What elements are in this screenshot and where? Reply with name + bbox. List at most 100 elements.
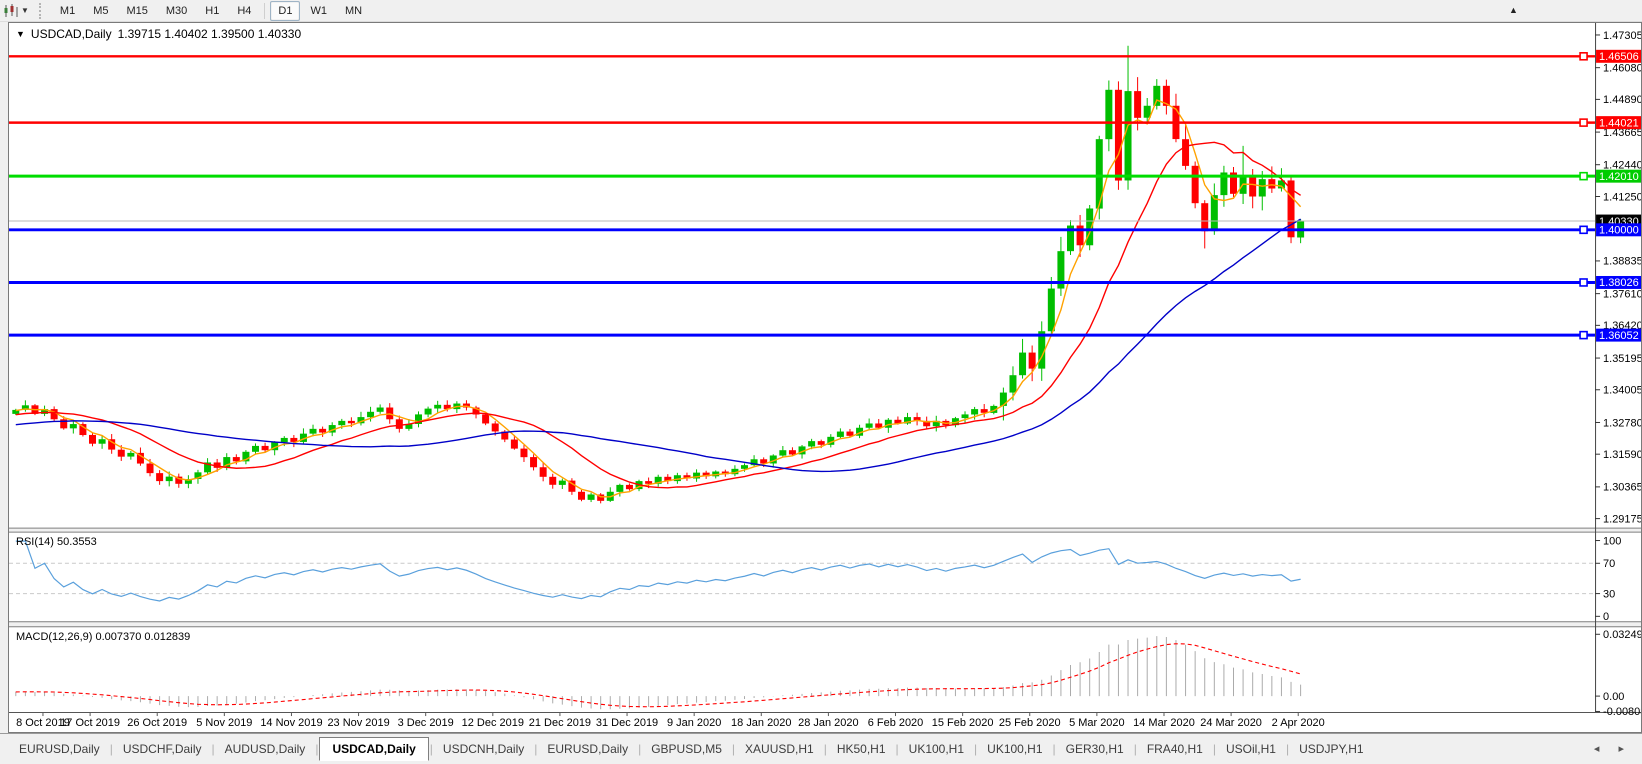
svg-text:1.43665: 1.43665 (1603, 127, 1641, 139)
title-marker-icon[interactable]: ▼ (16, 29, 25, 39)
tab-separator: | (315, 742, 319, 756)
chart-tab-fra40-h1[interactable]: FRA40,H1 (1146, 742, 1203, 756)
timeframe-button-h1[interactable]: H1 (205, 4, 220, 17)
scroll-to-end-icon[interactable]: ▲ (1509, 5, 1518, 15)
chart-tab-usdjpy-h1[interactable]: USDJPY,H1 (1299, 742, 1364, 756)
chart-tab-usdcad-daily[interactable]: USDCAD,Daily (319, 737, 429, 761)
svg-text:1.37610: 1.37610 (1603, 288, 1641, 300)
chart-ohlc-values: 1.39715 1.40402 1.39500 1.40330 (117, 27, 302, 41)
chart-tab-eurusd-daily[interactable]: EURUSD,Daily (547, 742, 629, 756)
candlestick-chart-icon (4, 3, 18, 17)
chart-tab-xauusd-h1[interactable]: XAUUSD,H1 (745, 742, 814, 756)
chart-tab-audusd-daily[interactable]: AUDUSD,Daily (224, 742, 306, 756)
price-badge-1.42010 (1596, 169, 1641, 183)
svg-text:1.32780: 1.32780 (1603, 417, 1641, 429)
timeframe-button-h4[interactable]: H4 (237, 4, 252, 17)
timeframe-button-group: M1 M5 M15 M30 H1 H4 D1 W1 MN (51, 0, 371, 21)
tab-separator: | (823, 742, 827, 756)
svg-text:21 Dec 2019: 21 Dec 2019 (529, 717, 591, 729)
svg-text:5 Nov 2019: 5 Nov 2019 (196, 717, 252, 729)
price-axis[interactable]: 1.47305 1.46080 1.44890 1.43665 1.42440 1.412… (1595, 30, 1642, 718)
hline-anchor-1.46506[interactable] (1579, 52, 1588, 61)
chart-tab-usoil-h1[interactable]: USOil,H1 (1225, 742, 1276, 756)
svg-text:0: 0 (1603, 611, 1609, 623)
ma-4-line (15, 99, 1302, 498)
ma-13-line (15, 141, 1302, 489)
svg-text:1.46080: 1.46080 (1603, 62, 1641, 74)
svg-text:1.36052: 1.36052 (1599, 330, 1639, 342)
svg-text:30: 30 (1603, 588, 1615, 600)
chart-tab-usdchf-daily[interactable]: USDCHF,Daily (122, 742, 202, 756)
rsi-indicator-label: RSI(14) 50.3553 (16, 536, 97, 548)
svg-text:1.46506: 1.46506 (1599, 51, 1639, 63)
timeframe-button-m5[interactable]: M5 (93, 4, 109, 17)
tab-separator: | (1285, 742, 1290, 756)
svg-text:17 Oct 2019: 17 Oct 2019 (60, 717, 120, 729)
svg-text:1.36420: 1.36420 (1603, 320, 1641, 332)
toolbar-drag-handle[interactable] (38, 2, 45, 19)
svg-text:1.29175: 1.29175 (1603, 513, 1641, 525)
toolbar: ▼ M1 M5 M15 M30 H1 H4 D1 W1 MN ▲ (0, 0, 1642, 22)
pane-splitter[interactable] (9, 527, 1641, 533)
chart-tab-uk100-h1[interactable]: UK100,H1 (987, 742, 1043, 756)
timeframe-button-w1[interactable]: W1 (310, 4, 327, 17)
chart-tab-gbpusd-m5[interactable]: GBPUSD,M5 (651, 742, 722, 756)
svg-text:24 Mar 2020: 24 Mar 2020 (1200, 717, 1262, 729)
timeframe-button-d1[interactable]: D1 (270, 0, 301, 21)
svg-text:31 Dec 2019: 31 Dec 2019 (596, 717, 658, 729)
svg-text:1.38835: 1.38835 (1603, 256, 1641, 268)
toolbar-separator (264, 2, 266, 19)
svg-text:1.38026: 1.38026 (1599, 277, 1639, 289)
price-badge-1.46506 (1596, 49, 1641, 63)
tab-separator: | (429, 742, 433, 756)
hline-anchor-1.44021[interactable] (1579, 118, 1588, 127)
timeframe-button-mn[interactable]: MN (344, 4, 363, 17)
chart-tab-bar: EURUSD,Daily | USDCHF,Daily | AUDUSD,Daily | U… (0, 733, 1642, 764)
chart-tabs: EURUSD,Daily | USDCHF,Daily | AUDUSD,Daily | U… (10, 737, 1373, 761)
hline-anchor-1.40000[interactable] (1579, 225, 1588, 235)
svg-text:2 Apr 2020: 2 Apr 2020 (1272, 717, 1325, 729)
svg-text:1.34005: 1.34005 (1603, 385, 1641, 397)
tab-scroll-right-icon[interactable]: ▸ (1618, 743, 1632, 755)
svg-text:1.42010: 1.42010 (1599, 171, 1639, 183)
svg-text:26 Oct 2019: 26 Oct 2019 (127, 717, 187, 729)
price-badge-1.36052 (1596, 328, 1641, 342)
svg-text:1.42440: 1.42440 (1603, 159, 1641, 171)
svg-text:1.40000: 1.40000 (1599, 225, 1639, 237)
svg-text:100: 100 (1603, 535, 1621, 547)
svg-text:1.40330: 1.40330 (1599, 216, 1639, 228)
chart-tab-hk50-h1[interactable]: HK50,H1 (836, 742, 886, 756)
pane-splitter[interactable] (9, 621, 1641, 628)
svg-text:1.44890: 1.44890 (1603, 94, 1641, 106)
hline-anchor-1.42010[interactable] (1579, 171, 1588, 181)
svg-text:8 Oct 2019: 8 Oct 2019 (16, 717, 70, 729)
svg-text:1.44021: 1.44021 (1599, 117, 1639, 129)
chart-tab-ger30-h1[interactable]: GER30,H1 (1065, 742, 1124, 756)
timeframe-button-m30[interactable]: M30 (165, 4, 188, 17)
svg-text:9 Jan 2020: 9 Jan 2020 (667, 717, 721, 729)
svg-text:0.00: 0.00 (1603, 691, 1624, 703)
chevron-down-icon[interactable]: ▼ (21, 6, 29, 15)
hline-anchor-1.36052[interactable] (1579, 330, 1588, 340)
svg-text:1.47305: 1.47305 (1603, 30, 1641, 42)
svg-text:70: 70 (1603, 558, 1615, 570)
tab-scroll-arrows: ◂ ▸ (1594, 742, 1632, 755)
tab-scroll-left-icon[interactable]: ◂ (1593, 743, 1608, 755)
tab-separator: | (1052, 742, 1056, 756)
ma-34-line (15, 218, 1301, 473)
timeframe-button-m15[interactable]: M15 (126, 4, 148, 17)
svg-text:14 Nov 2019: 14 Nov 2019 (260, 717, 322, 729)
chart-type-icon[interactable] (3, 3, 19, 18)
price-badge-1.38026 (1596, 275, 1641, 289)
chart-tab-usdcnh-daily[interactable]: USDCNH,Daily (442, 742, 525, 756)
tab-separator: | (211, 742, 215, 756)
hline-anchor-1.38026[interactable] (1579, 278, 1588, 287)
chart-window: 1.47305 1.46080 1.44890 1.43665 1.42440 1.412… (8, 22, 1642, 733)
chart-canvas[interactable]: 1.47305 1.46080 1.44890 1.43665 1.42440 1.412… (9, 23, 1642, 732)
tab-separator: | (534, 742, 538, 756)
chart-tab-uk100-h1[interactable]: UK100,H1 (908, 742, 965, 756)
svg-text:6 Feb 2020: 6 Feb 2020 (868, 717, 924, 729)
chart-tab-eurusd-daily[interactable]: EURUSD,Daily (19, 742, 100, 756)
timeframe-button-m1[interactable]: M1 (59, 4, 76, 17)
